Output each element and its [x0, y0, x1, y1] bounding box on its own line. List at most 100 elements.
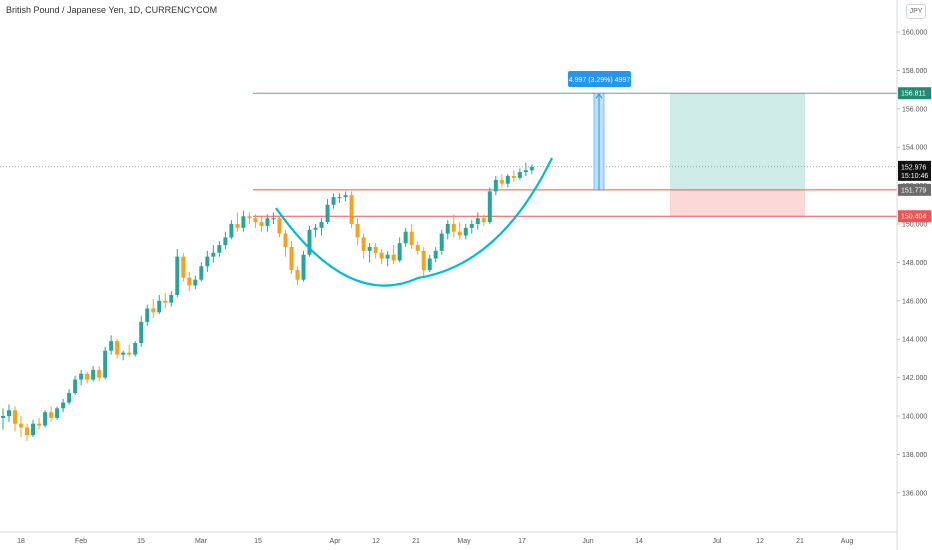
candle[interactable]	[427, 258, 432, 271]
cup-pattern-curve[interactable]	[275, 157, 553, 287]
candle[interactable]	[253, 218, 258, 223]
candle[interactable]	[499, 179, 504, 184]
candle[interactable]	[43, 412, 48, 426]
candle[interactable]	[163, 300, 168, 303]
candle[interactable]	[145, 308, 150, 322]
candle[interactable]	[121, 352, 126, 355]
candle[interactable]	[49, 412, 54, 418]
currency-button[interactable]: JPY	[906, 4, 926, 19]
candle[interactable]	[295, 270, 300, 280]
y-tick-label: 142.000	[902, 375, 927, 382]
candle[interactable]	[25, 427, 30, 436]
candle[interactable]	[175, 256, 180, 296]
candle[interactable]	[475, 218, 480, 224]
candle[interactable]	[37, 423, 42, 426]
candle[interactable]	[361, 237, 366, 251]
candle[interactable]	[169, 295, 174, 303]
candle[interactable]	[517, 172, 522, 178]
candle[interactable]	[373, 247, 378, 253]
x-tick-label: Mar	[195, 538, 208, 545]
candle[interactable]	[349, 195, 354, 224]
candle[interactable]	[103, 350, 108, 378]
candle[interactable]	[397, 243, 402, 261]
candle[interactable]	[529, 166, 534, 171]
target-zone[interactable]	[670, 93, 805, 190]
candle[interactable]	[1, 416, 5, 418]
candle[interactable]	[205, 256, 210, 267]
candle[interactable]	[31, 423, 36, 436]
candle[interactable]	[13, 410, 18, 424]
candle[interactable]	[379, 252, 384, 259]
candle[interactable]	[277, 218, 282, 234]
candle[interactable]	[355, 224, 360, 238]
candle[interactable]	[439, 233, 444, 251]
candle[interactable]	[91, 369, 96, 380]
candle[interactable]	[247, 216, 252, 219]
candle[interactable]	[415, 245, 420, 251]
candle[interactable]	[19, 423, 24, 428]
candle[interactable]	[325, 204, 330, 223]
y-tick-label: 146.000	[902, 298, 927, 305]
candle[interactable]	[403, 231, 408, 244]
stop-zone[interactable]	[670, 189, 805, 217]
candle[interactable]	[73, 379, 78, 393]
candle[interactable]	[223, 237, 228, 246]
candle[interactable]	[97, 369, 102, 378]
candle[interactable]	[385, 254, 390, 259]
candle[interactable]	[493, 179, 498, 192]
candle[interactable]	[181, 256, 186, 278]
candle[interactable]	[289, 247, 294, 271]
candle[interactable]	[235, 224, 240, 228]
candle[interactable]	[523, 170, 528, 173]
candle[interactable]	[481, 218, 486, 223]
candle[interactable]	[151, 308, 156, 313]
candle[interactable]	[283, 233, 288, 248]
candle[interactable]	[457, 231, 462, 236]
candle[interactable]	[301, 254, 306, 280]
candle[interactable]	[331, 197, 336, 205]
candle[interactable]	[115, 341, 120, 355]
candle[interactable]	[187, 277, 192, 286]
candle[interactable]	[79, 373, 84, 380]
candle[interactable]	[139, 321, 144, 344]
candle[interactable]	[487, 191, 492, 223]
candle[interactable]	[127, 352, 132, 355]
candle[interactable]	[319, 222, 324, 228]
candle[interactable]	[199, 266, 204, 280]
candle[interactable]	[337, 197, 342, 199]
candle[interactable]	[157, 300, 162, 313]
current-price-tag: 152.976	[901, 164, 926, 171]
candle[interactable]	[409, 231, 414, 246]
candle[interactable]	[229, 224, 234, 238]
candle[interactable]	[193, 279, 198, 286]
candle[interactable]	[85, 373, 90, 380]
candle[interactable]	[7, 410, 12, 416]
candle[interactable]	[109, 341, 114, 351]
candle[interactable]	[61, 402, 66, 409]
candle[interactable]	[445, 224, 450, 234]
candle[interactable]	[391, 254, 396, 261]
candle[interactable]	[313, 227, 318, 230]
candle[interactable]	[217, 245, 222, 253]
candle[interactable]	[433, 250, 438, 259]
candle[interactable]	[259, 222, 264, 226]
candle[interactable]	[505, 176, 510, 184]
candle[interactable]	[421, 250, 426, 271]
candle[interactable]	[67, 392, 72, 403]
y-tick-label: 148.000	[902, 260, 927, 267]
candle[interactable]	[241, 216, 246, 228]
candle[interactable]	[451, 224, 456, 232]
x-tick-label: 12	[372, 538, 380, 545]
candle[interactable]	[367, 247, 372, 251]
candle[interactable]	[469, 224, 474, 228]
candle[interactable]	[343, 195, 348, 198]
candle[interactable]	[55, 408, 60, 418]
candle[interactable]	[271, 218, 276, 220]
candle[interactable]	[133, 343, 138, 355]
candle[interactable]	[265, 218, 270, 226]
candle[interactable]	[307, 229, 312, 255]
candle[interactable]	[463, 227, 468, 236]
candle[interactable]	[511, 176, 516, 178]
candle[interactable]	[211, 252, 216, 257]
